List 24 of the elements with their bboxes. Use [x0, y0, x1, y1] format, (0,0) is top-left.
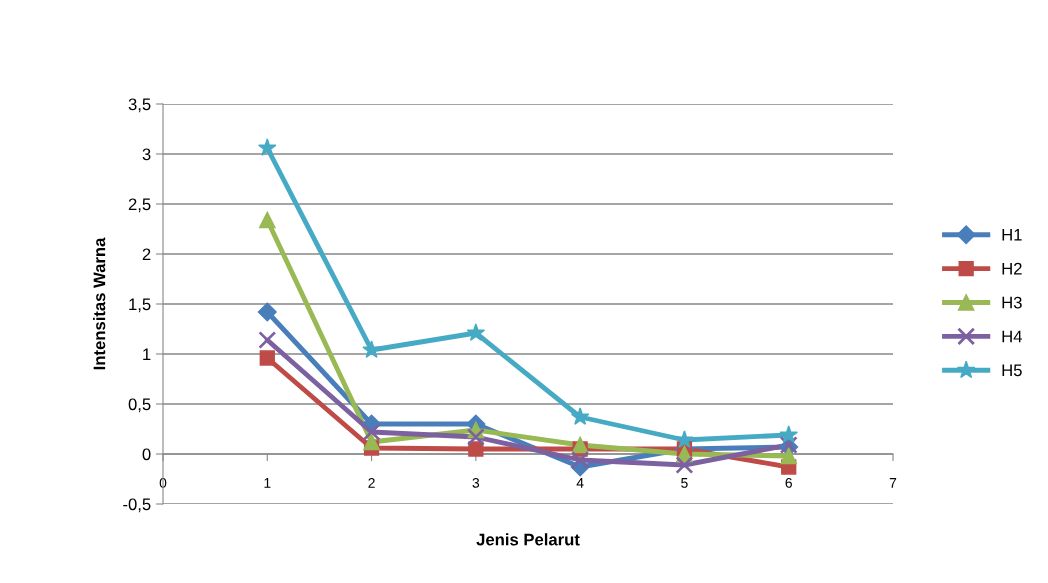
legend-label: H1: [1002, 229, 1022, 241]
y-tick-label: 3,5: [128, 98, 151, 113]
y-tick-label: 2: [142, 248, 151, 261]
x-tick-label: 6: [785, 477, 792, 488]
x-tick-label: 7: [889, 478, 897, 488]
y-tick-label: 1,5: [129, 298, 151, 313]
legend-label: H3: [1002, 296, 1022, 309]
y-tick-label: -0,5: [123, 498, 151, 513]
x-axis-title: Jenis Pelarut: [476, 533, 580, 546]
legend-label: H5: [1002, 364, 1022, 377]
x-tick-label: 5: [681, 478, 688, 488]
y-axis-title: Intensitas Warna: [93, 237, 106, 370]
y-tick-label: 1: [143, 348, 151, 361]
x-tick-label: 3: [472, 477, 480, 488]
y-tick-label: 0: [142, 448, 151, 461]
y-tick-label: 0,5: [128, 398, 151, 413]
legend-label: H4: [1002, 330, 1022, 343]
y-tick-label: 2,5: [128, 198, 151, 213]
y-tick-label: 3: [142, 148, 151, 161]
x-tick-label: 4: [576, 478, 584, 488]
x-tick-label: 0: [159, 477, 167, 488]
x-tick-label: 1: [264, 478, 271, 488]
x-tick-label: 2: [368, 477, 375, 488]
legend-label: H2: [1002, 262, 1022, 275]
